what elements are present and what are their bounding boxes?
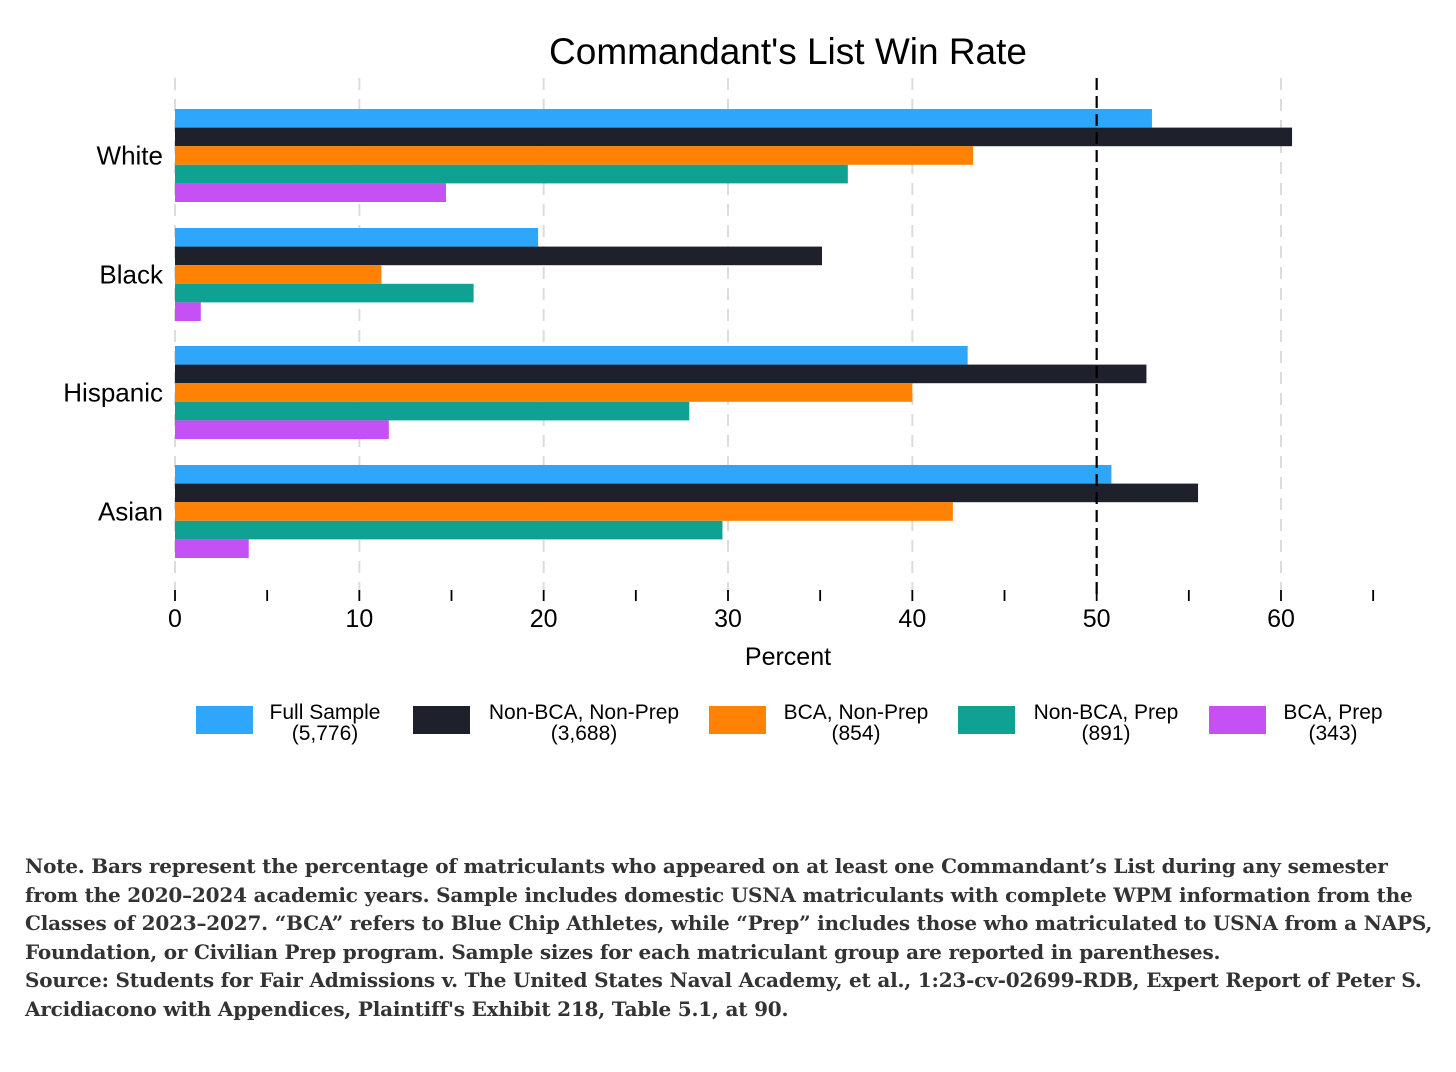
bar — [175, 246, 823, 266]
source-text: Source: Students for Fair Admissions v. … — [25, 968, 1422, 1021]
legend-swatch — [958, 706, 1015, 734]
x-tick-label: 30 — [714, 605, 742, 633]
legend-swatch — [413, 706, 470, 734]
legend-count: (343) — [1308, 722, 1357, 745]
legend-swatch — [196, 706, 253, 734]
bar — [175, 539, 249, 558]
bar — [175, 420, 389, 439]
bar — [175, 164, 848, 184]
legend-label: Non-BCA, Prep — [1034, 701, 1179, 724]
legend-swatch — [1209, 706, 1266, 734]
bar — [175, 183, 446, 202]
chart-title: Commandant's List Win Rate — [549, 31, 1027, 72]
legend-count: (3,688) — [551, 722, 618, 745]
bar — [175, 283, 474, 303]
x-axis: 0 10 20 30 40 50 60 — [168, 590, 1375, 633]
bar — [175, 228, 539, 247]
category-label: Hispanic — [63, 378, 163, 408]
bar — [175, 346, 968, 365]
bar — [175, 520, 723, 540]
x-tick-label: 60 — [1267, 605, 1295, 633]
bars — [175, 109, 1293, 558]
legend-label: BCA, Prep — [1283, 701, 1382, 724]
bar — [175, 265, 382, 284]
legend: Full Sample(5,776) Non-BCA, Non-Prep(3,68… — [196, 701, 1383, 745]
bar — [175, 302, 201, 321]
category-labels: White Black Hispanic Asian — [63, 141, 164, 527]
x-tick-label: 50 — [1083, 605, 1111, 633]
legend-swatch — [709, 706, 766, 734]
legend-label: BCA, Non-Prep — [784, 701, 929, 724]
category-label: White — [97, 141, 163, 171]
chart: Commandant's List Win Rate 0 10 20 30 40 50 60… — [63, 31, 1383, 745]
bar — [175, 383, 913, 402]
legend-count: (891) — [1081, 722, 1130, 745]
bar — [175, 502, 953, 521]
x-axis-title: Percent — [745, 643, 831, 671]
legend-label: Full Sample — [270, 701, 381, 724]
x-tick-label: 0 — [168, 605, 182, 633]
bar — [175, 465, 1112, 484]
bar — [175, 483, 1199, 503]
x-tick-label: 40 — [898, 605, 926, 633]
legend-count: (5,776) — [292, 722, 359, 745]
bar — [175, 146, 974, 165]
bar — [175, 401, 690, 421]
bar — [175, 127, 1293, 147]
category-label: Asian — [98, 497, 163, 527]
x-tick-label: 20 — [530, 605, 558, 633]
chart-note: Note. Bars represent the percentage of m… — [25, 852, 1435, 1024]
bar — [175, 109, 1152, 128]
note-text: Note. Bars represent the percentage of m… — [25, 854, 1433, 964]
legend-label: Non-BCA, Non-Prep — [489, 701, 679, 724]
category-label: Black — [99, 260, 164, 290]
x-tick-label: 10 — [345, 605, 373, 633]
bar — [175, 364, 1147, 384]
legend-count: (854) — [831, 722, 880, 745]
